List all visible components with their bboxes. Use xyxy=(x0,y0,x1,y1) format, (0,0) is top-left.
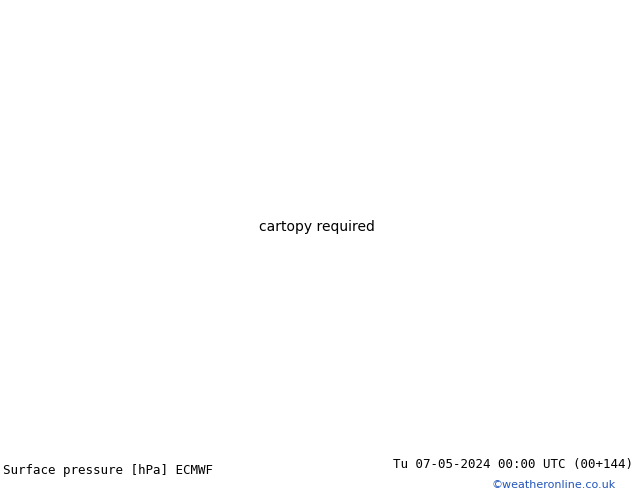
Text: cartopy required: cartopy required xyxy=(259,220,375,234)
Text: Tu 07-05-2024 00:00 UTC (00+144): Tu 07-05-2024 00:00 UTC (00+144) xyxy=(393,458,633,471)
Text: Surface pressure [hPa] ECMWF: Surface pressure [hPa] ECMWF xyxy=(3,464,213,477)
Text: ©weatheronline.co.uk: ©weatheronline.co.uk xyxy=(491,480,616,490)
